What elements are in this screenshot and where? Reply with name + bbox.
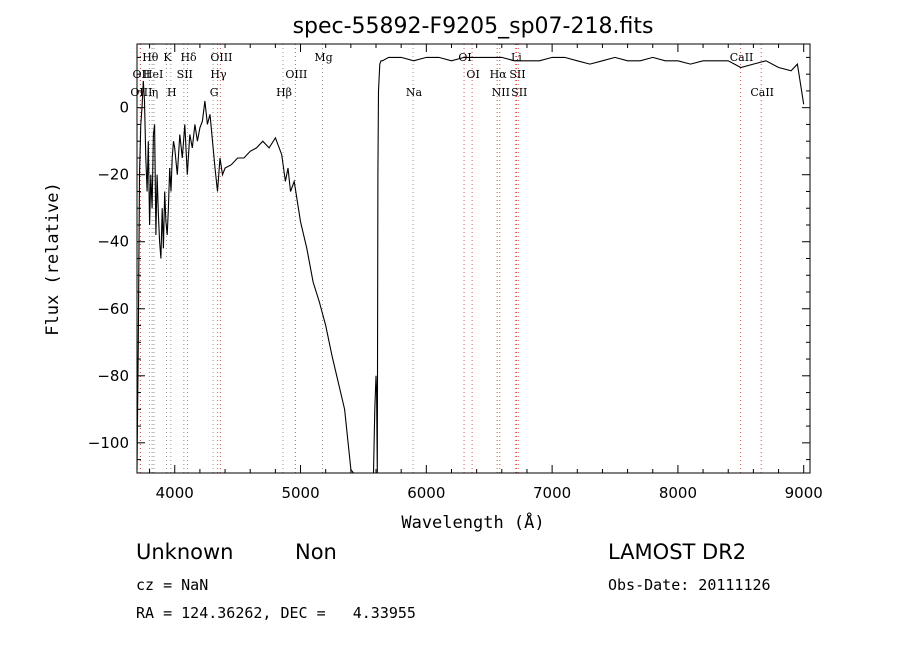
line-label-20: Li (511, 51, 522, 64)
x-tick-label-0: 4000 (156, 484, 194, 502)
y-tick-label-0: 0 (119, 99, 129, 117)
x-tick-label-1: 5000 (281, 484, 319, 502)
line-label-23: CaII (730, 51, 754, 64)
line-label-4: η (152, 86, 159, 99)
class-label: Unknown (136, 540, 234, 564)
line-label-7: SII (177, 68, 193, 81)
redshift-text: cz = NaN (136, 576, 209, 594)
survey-label: LAMOST DR2 (608, 540, 747, 564)
y-tick-label-2: −40 (97, 233, 129, 251)
plot-frame (136, 43, 811, 474)
line-label-5: K (163, 51, 172, 64)
obs-date-text: Obs-Date: 20111126 (608, 576, 771, 594)
line-label-12: Hβ (276, 86, 292, 99)
line-label-13: OIII (285, 68, 307, 81)
line-label-2: Hθ (142, 51, 159, 64)
line-label-18: Hα (490, 68, 508, 81)
y-tick-label-4: −80 (97, 367, 129, 385)
x-axis-label: Wavelength (Å) (401, 511, 544, 533)
line-label-22: SII (511, 86, 527, 99)
x-tick-label-3: 7000 (533, 484, 571, 502)
line-label-19: NII (492, 86, 510, 99)
y-axis-label: Flux (relative) (43, 182, 63, 336)
x-tick-label-4: 8000 (659, 484, 697, 502)
subclass-label: Non (295, 540, 337, 564)
x-axis-ticks: 4000 5000 6000 7000 8000 9000 (149, 44, 823, 502)
spectrum-line (136, 56, 805, 474)
emission-line-markers (139, 44, 762, 473)
y-tick-label-5: −100 (88, 434, 129, 452)
line-label-15: Na (406, 86, 423, 99)
y-tick-label-3: −60 (97, 300, 129, 318)
line-label-21: SII (509, 68, 525, 81)
line-label-24: CaII (750, 86, 774, 99)
line-label-3: HeI (143, 68, 163, 81)
x-tick-label-2: 6000 (407, 484, 445, 502)
line-label-14: Mg (314, 51, 332, 64)
x-tick-label-5: 9000 (785, 484, 823, 502)
coordinates-text: RA = 124.36262, DEC = 4.33955 (136, 604, 416, 622)
line-label-10: Hγ (210, 68, 227, 81)
line-label-11: G (210, 86, 219, 99)
line-label-8: Hδ (180, 51, 197, 64)
y-tick-label-1: −20 (97, 166, 129, 184)
line-label-17: OI (466, 68, 479, 81)
y-axis-ticks: 0 −20 −40 −60 −80 −100 (88, 56, 810, 461)
line-label-6: H (167, 86, 177, 99)
chart-title: spec-55892-F9205_sp07-218.fits (293, 14, 654, 39)
line-label-9: OIII (210, 51, 232, 64)
line-label-1: OIII (130, 86, 152, 99)
